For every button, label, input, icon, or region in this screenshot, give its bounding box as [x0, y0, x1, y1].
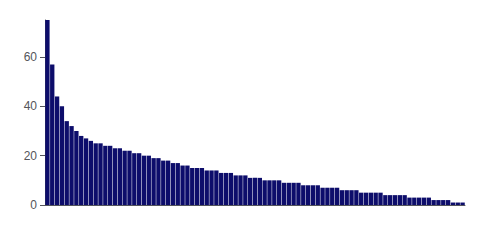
svg-text:60: 60	[24, 50, 38, 64]
svg-text:20: 20	[24, 149, 38, 163]
svg-text:0: 0	[30, 198, 37, 212]
svg-text:40: 40	[24, 99, 38, 113]
